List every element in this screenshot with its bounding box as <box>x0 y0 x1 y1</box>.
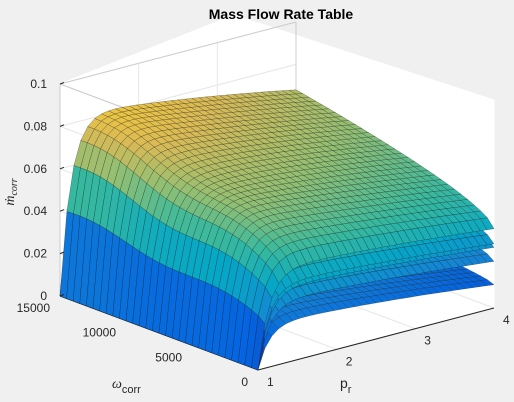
surface-patch <box>480 253 495 263</box>
surface-patch <box>480 279 495 286</box>
box-edge <box>59 21 297 85</box>
surface-mesh <box>59 89 495 371</box>
axis-line <box>257 307 495 371</box>
surface-patch <box>480 234 495 246</box>
